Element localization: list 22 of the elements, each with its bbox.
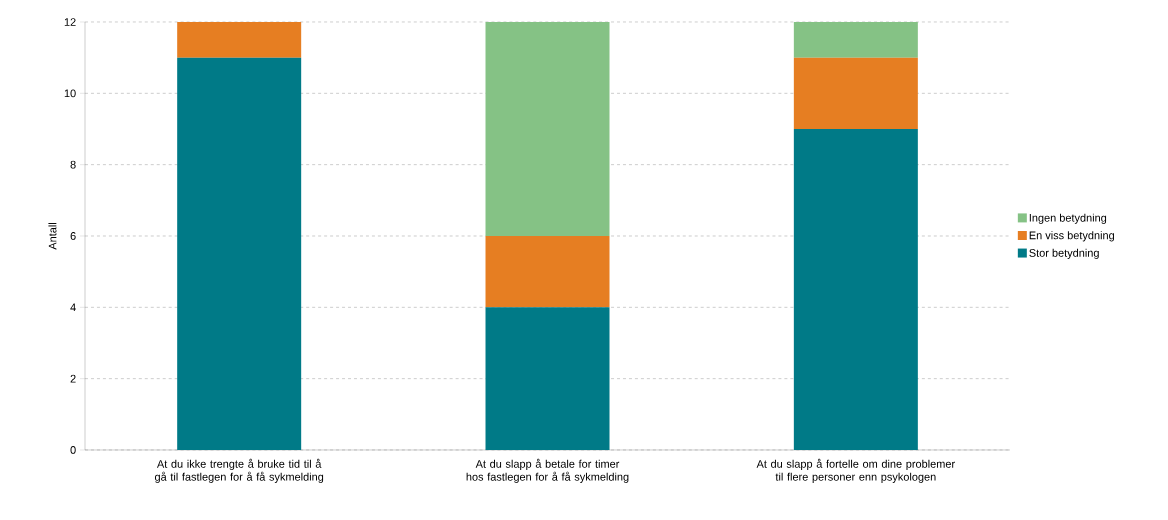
x-tick-label: At du slapp å betale for timer hos fastlegen for å få sykmelding [466,458,629,483]
legend-label: Ingen betydning [1029,213,1107,224]
y-tick-label: 10 [64,89,76,98]
y-tick-label: 2 [70,374,76,383]
bar [177,21,302,58]
x-tick-label: At du slapp å fortelle om dine problemer til flere personer enn psykologen [756,458,955,483]
x-tick-label: At du ikke trengte å bruke tid til å gå til fastlegen for å få sykmelding [154,458,324,483]
y-tick-label: 4 [70,303,76,312]
bar [485,307,610,450]
bar [177,57,302,450]
bar [793,21,918,58]
y-axis-title: Antall [48,223,57,250]
legend-label: En viss betydning [1029,231,1114,242]
bar [485,21,610,236]
bar [485,235,610,308]
bar [793,128,918,450]
y-tick-label: 12 [64,18,76,26]
legend-label: Stor betydning [1029,248,1099,259]
y-tick-label: 8 [70,160,76,169]
y-tick-label: 0 [70,446,76,454]
bar [793,57,918,129]
y-tick-label: 6 [70,232,76,240]
